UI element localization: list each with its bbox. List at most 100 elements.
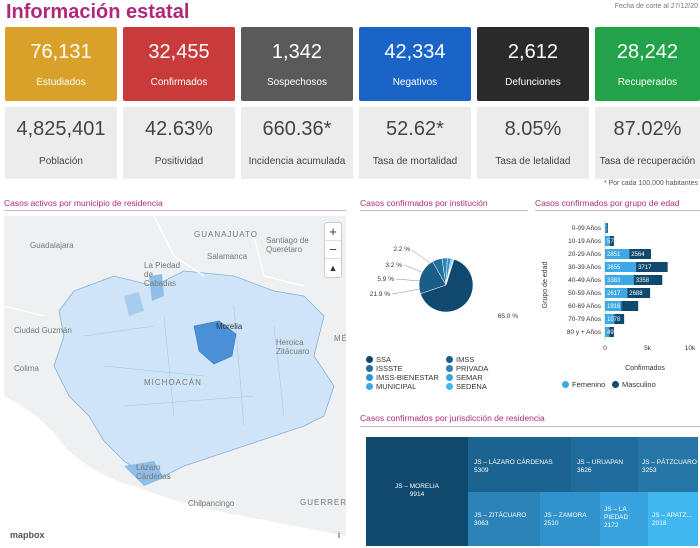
- card-mortalidad: 52.62* Tasa de mortalidad: [358, 107, 471, 179]
- edad-bar-masculino[interactable]: [609, 327, 614, 337]
- card-value: 660.36*: [262, 118, 332, 140]
- legend-privada[interactable]: PRIVADA: [446, 364, 488, 373]
- treemap-label: JS – MORELIA: [394, 483, 440, 490]
- legend-sedena[interactable]: SEDENA: [446, 382, 487, 391]
- map-label-guanajuato: GUANAJUATO: [194, 230, 258, 239]
- pie-label-2.2: 2.2 %: [393, 246, 410, 253]
- edad-bar-femenino[interactable]: [605, 236, 610, 246]
- treemap-cell-morelia[interactable]: JS – MORELIA 9914: [366, 437, 468, 546]
- edad-bar-masculino[interactable]: [627, 288, 651, 298]
- card-estudiados[interactable]: 76,131 Estudiados: [5, 27, 117, 101]
- map-label-guerrero: GUERRERO: [300, 498, 346, 507]
- edad-bar-femenino[interactable]: [605, 301, 622, 311]
- card-confirmados[interactable]: 32,455 Confirmados: [122, 27, 235, 101]
- treemap-cell-patzcuaro[interactable]: JS – PÁTZCUARO 3253: [638, 437, 698, 492]
- treemap-value: 3253: [642, 466, 657, 474]
- legend-imss[interactable]: IMSS: [446, 355, 474, 364]
- legend-dot: [446, 374, 453, 381]
- edad-bar-masculino[interactable]: [609, 236, 614, 246]
- divider: [535, 210, 700, 211]
- card-defunciones[interactable]: 2,612 Defunciones: [476, 27, 589, 101]
- zoom-in-button[interactable]: +: [325, 223, 341, 241]
- pie-label-65.0: 65.0 %: [498, 313, 518, 320]
- pie-slice-ssa[interactable]: [420, 258, 474, 313]
- legend-dot: [612, 381, 619, 388]
- legend-femenino[interactable]: Femenino: [562, 380, 605, 389]
- treemap-cell-zamora[interactable]: JS – ZAMORA 2510: [540, 492, 600, 546]
- legend-ssa[interactable]: SSA: [366, 355, 391, 364]
- edad-bar-masculino[interactable]: [636, 262, 668, 272]
- municipios-map[interactable]: GUANAJUATO Guadalajara Salamanca Santiag…: [4, 216, 346, 546]
- edad-bar-chart: 0-09 Años 10-19 Años 20-29 Años 30-39 Años 4…: [542, 221, 696, 372]
- edad-bar-masculino[interactable]: [614, 314, 625, 324]
- card-label: Negativos: [392, 77, 438, 88]
- map-label-lazaro: Lázaro Cárdenas: [136, 463, 171, 481]
- mapbox-logo[interactable]: mapbox: [10, 530, 45, 540]
- edad-xtick: 0: [603, 345, 607, 352]
- treemap-cell-zitacuaro[interactable]: JS – ZITÁCUARO 3063: [468, 492, 540, 546]
- edad-data-label: 1078: [607, 317, 621, 323]
- treemap-value: 3626: [577, 466, 592, 474]
- legend-label: Masculino: [622, 380, 656, 389]
- treemap-cell-lapiedad[interactable]: JS – LA PIEDAD 2172: [600, 492, 648, 546]
- edad-bar-masculino[interactable]: [606, 223, 608, 233]
- edad-bar-masculino[interactable]: [633, 275, 663, 285]
- legend-issste[interactable]: ISSSTE: [366, 364, 403, 373]
- card-positividad: 42.63% Positividad: [122, 107, 235, 179]
- map-label-colima: Colima: [14, 364, 39, 373]
- legend-imss-bienestar[interactable]: IMSS-BIENESTAR: [366, 373, 439, 382]
- edad-bar-femenino[interactable]: [605, 327, 610, 337]
- card-value: 42,334: [384, 41, 446, 63]
- map-label-morelia: Morelia: [216, 322, 243, 331]
- edad-bar-femenino[interactable]: [605, 249, 630, 259]
- edad-bar-femenino[interactable]: [605, 314, 615, 324]
- card-incidencia: 660.36* Incidencia acumulada: [240, 107, 353, 179]
- legend-label: ISSSTE: [376, 364, 403, 373]
- edad-data-label: 1916: [607, 304, 621, 310]
- card-recuperados[interactable]: 28,242 Recuperados: [594, 27, 700, 101]
- zoom-out-button[interactable]: −: [325, 241, 341, 259]
- legend-municipal[interactable]: MUNICIPAL: [366, 382, 416, 391]
- treemap-value: 2510: [544, 519, 559, 527]
- edad-bar-femenino[interactable]: [605, 275, 634, 285]
- edad-bar-femenino[interactable]: [605, 223, 607, 233]
- map-label-ciudadguzman: Ciudad Guzmán: [14, 326, 72, 335]
- edad-bar-masculino[interactable]: [629, 249, 652, 259]
- compass-button[interactable]: ▲: [328, 263, 338, 273]
- card-label: Tasa de mortalidad: [372, 156, 458, 167]
- bottom-cards-row: 4,825,401 Población 42.63% Positividad 660…: [5, 107, 700, 179]
- edad-xlabel: Confirmados: [625, 365, 665, 372]
- card-value: 87.02%: [613, 118, 682, 140]
- treemap-label: JS – APATZ...: [652, 512, 692, 519]
- legend-label: SSA: [376, 355, 392, 364]
- card-value: 42.63%: [145, 118, 213, 140]
- treemap-value: 9914: [409, 490, 425, 498]
- card-value: 28,242: [616, 41, 679, 63]
- treemap-cell-apatzingan[interactable]: JS – APATZ... 2018: [648, 492, 698, 546]
- card-value: 2,612: [507, 41, 558, 63]
- map-label-zitacuaro: Heroica Zitácuaro: [276, 338, 310, 356]
- edad-bar-masculino[interactable]: [621, 301, 639, 311]
- edad-data-label: 2564: [631, 252, 645, 258]
- card-sospechosos[interactable]: 1,342 Sospechosos: [240, 27, 353, 101]
- treemap-label: JS – ZAMORA: [544, 512, 587, 519]
- pie-slice-sedena[interactable]: [445, 258, 455, 286]
- map-svg[interactable]: [4, 216, 346, 546]
- treemap-cell-lazaro[interactable]: JS – LÁZARO CÁRDENAS 5309: [468, 437, 571, 492]
- edad-bar-femenino[interactable]: [605, 262, 637, 272]
- map-label-queretaro: Santiago de Querétaro: [266, 236, 309, 254]
- edad-category-label: 40-49 Años: [568, 277, 602, 284]
- map-label-guadalajara: Guadalajara: [30, 241, 74, 250]
- legend-masculino[interactable]: Masculino: [612, 380, 656, 389]
- treemap-cell-uruapan[interactable]: JS – URUAPAN 3626: [571, 437, 638, 492]
- info-icon[interactable]: i: [338, 530, 340, 540]
- legend-semar[interactable]: SEMAR: [446, 373, 483, 382]
- edad-data-label: 3655: [607, 265, 621, 271]
- card-negativos[interactable]: 42,334 Negativos: [358, 27, 471, 101]
- treemap-value: 2172: [604, 521, 619, 529]
- pie-slice-imss[interactable]: [418, 261, 447, 295]
- edad-bar-femenino[interactable]: [605, 288, 628, 298]
- juris-section-title: Casos confirmados por jurisdicción de re…: [360, 413, 545, 423]
- legend-label: SEDENA: [456, 382, 487, 391]
- top-cards-row: 76,131 Estudiados 32,455 Confirmados 1,342…: [5, 27, 700, 101]
